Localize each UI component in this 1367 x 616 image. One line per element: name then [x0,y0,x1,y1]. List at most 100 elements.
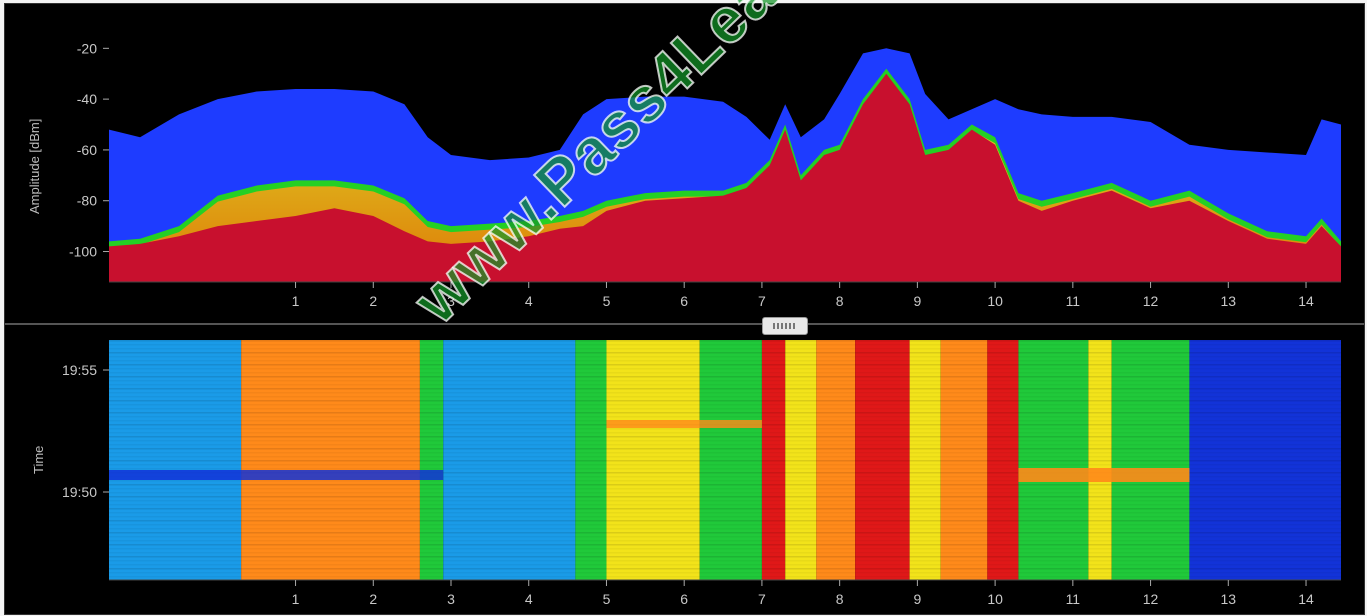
waterfall-row-texture [109,432,1341,434]
splitter-handle[interactable] [762,317,808,335]
amplitude-y-tick-label: -20 [77,40,97,56]
waterfall-row-texture [109,500,1341,502]
waterfall-row-texture [109,548,1341,550]
amplitude-x-tick-label: 2 [369,293,377,309]
waterfall-plot [109,340,1341,580]
waterfall-band-9 [816,340,856,580]
waterfall-row-texture [109,472,1341,474]
waterfall-row-texture [109,460,1341,462]
waterfall-row-texture [109,504,1341,506]
waterfall-band-1 [241,340,420,580]
waterfall-row-texture [109,492,1341,494]
waterfall-band-13 [987,340,1019,580]
amplitude-plot [109,48,1341,282]
waterfall-row-texture [109,468,1341,470]
waterfall-x-tick-label: 1 [292,591,300,607]
waterfall-band-17 [1189,340,1341,580]
waterfall-row-texture [109,376,1341,378]
waterfall-x-tick-label: 10 [987,591,1003,607]
waterfall-row-texture [109,544,1341,546]
waterfall-burst [606,420,762,428]
waterfall-row-texture [109,476,1341,478]
amplitude-y-tick-label: -100 [69,244,97,260]
waterfall-row-texture [109,524,1341,526]
waterfall-x-tick-label: 12 [1143,591,1159,607]
waterfall-row-texture [109,408,1341,410]
waterfall-row-texture [109,360,1341,362]
amplitude-x-tick-label: 6 [680,293,688,309]
waterfall-row-texture [109,464,1341,466]
waterfall-row-texture [109,560,1341,562]
amplitude-x-tick-label: 9 [913,293,921,309]
waterfall-band-11 [909,340,941,580]
waterfall-band-4 [575,340,607,580]
waterfall-row-texture [109,556,1341,558]
waterfall-x-tick-label: 6 [680,591,688,607]
waterfall-row-texture [109,484,1341,486]
waterfall-row-texture [109,368,1341,370]
waterfall-row-texture [109,540,1341,542]
waterfall-row-texture [109,416,1341,418]
amplitude-x-tick-label: 10 [987,293,1003,309]
amplitude-axis-title: Amplitude [dBm] [27,119,42,214]
waterfall-band-5 [606,340,700,580]
amplitude-x-tick-label: 8 [836,293,844,309]
waterfall-row-texture [109,564,1341,566]
waterfall-band-7 [761,340,786,580]
waterfall-band-2 [419,340,444,580]
waterfall-row-texture [109,552,1341,554]
amplitude-series-2 [109,73,1341,282]
amplitude-y-tick-label: -40 [77,91,97,107]
amplitude-x-tick-label: 13 [1221,293,1237,309]
waterfall-gap [109,470,444,480]
amplitude-x-tick-label: 3 [447,293,455,309]
waterfall-x-tick-label: 14 [1298,591,1314,607]
waterfall-band-0 [109,340,242,580]
waterfall-x-tick-label: 13 [1221,591,1237,607]
amplitude-x-tick-label: 4 [525,293,533,309]
amplitude-y-tick-label: -80 [77,193,97,209]
waterfall-x-tick-label: 7 [758,591,766,607]
waterfall-row-texture [109,396,1341,398]
waterfall-row-texture [109,372,1341,374]
waterfall-band-14 [1018,340,1089,580]
waterfall-x-tick-label: 8 [836,591,844,607]
waterfall-row-texture [109,428,1341,430]
waterfall-row-texture [109,444,1341,446]
spectrum-analyzer-panel: -20 -40 -60 -80 -100 1 2 3 4 5 6 7 8 9 10 11 12 13 14 19:5… [4,0,1365,615]
waterfall-row-texture [109,364,1341,366]
amplitude-x-tick-label: 5 [603,293,611,309]
amplitude-x-tick-label: 7 [758,293,766,309]
waterfall-x-tick-label: 3 [447,591,455,607]
waterfall-row-texture [109,452,1341,454]
waterfall-row-texture [109,508,1341,510]
waterfall-row-texture [109,412,1341,414]
time-y-tick-label: 19:50 [62,484,97,500]
waterfall-band-8 [785,340,817,580]
waterfall-row-texture [109,528,1341,530]
waterfall-row-texture [109,572,1341,574]
amplitude-y-tick-label: -60 [77,142,97,158]
waterfall-row-texture [109,488,1341,490]
waterfall-row-texture [109,348,1341,350]
waterfall-band-6 [699,340,762,580]
waterfall-row-texture [109,448,1341,450]
amplitude-x-tick-label: 11 [1066,293,1081,309]
waterfall-burst [1018,468,1190,482]
waterfall-row-texture [109,516,1341,518]
amplitude-x-tick-label: 12 [1143,293,1159,309]
waterfall-x-tick-label: 2 [369,591,377,607]
waterfall-band-15 [1088,340,1112,580]
waterfall-row-texture [109,576,1341,578]
waterfall-row-texture [109,536,1341,538]
waterfall-row-texture [109,380,1341,382]
waterfall-band-12 [940,340,988,580]
waterfall-row-texture [109,344,1341,346]
grip-icon [773,323,797,329]
waterfall-row-texture [109,496,1341,498]
waterfall-row-texture [109,392,1341,394]
waterfall-x-tick-label: 5 [603,591,611,607]
waterfall-band-10 [855,340,910,580]
